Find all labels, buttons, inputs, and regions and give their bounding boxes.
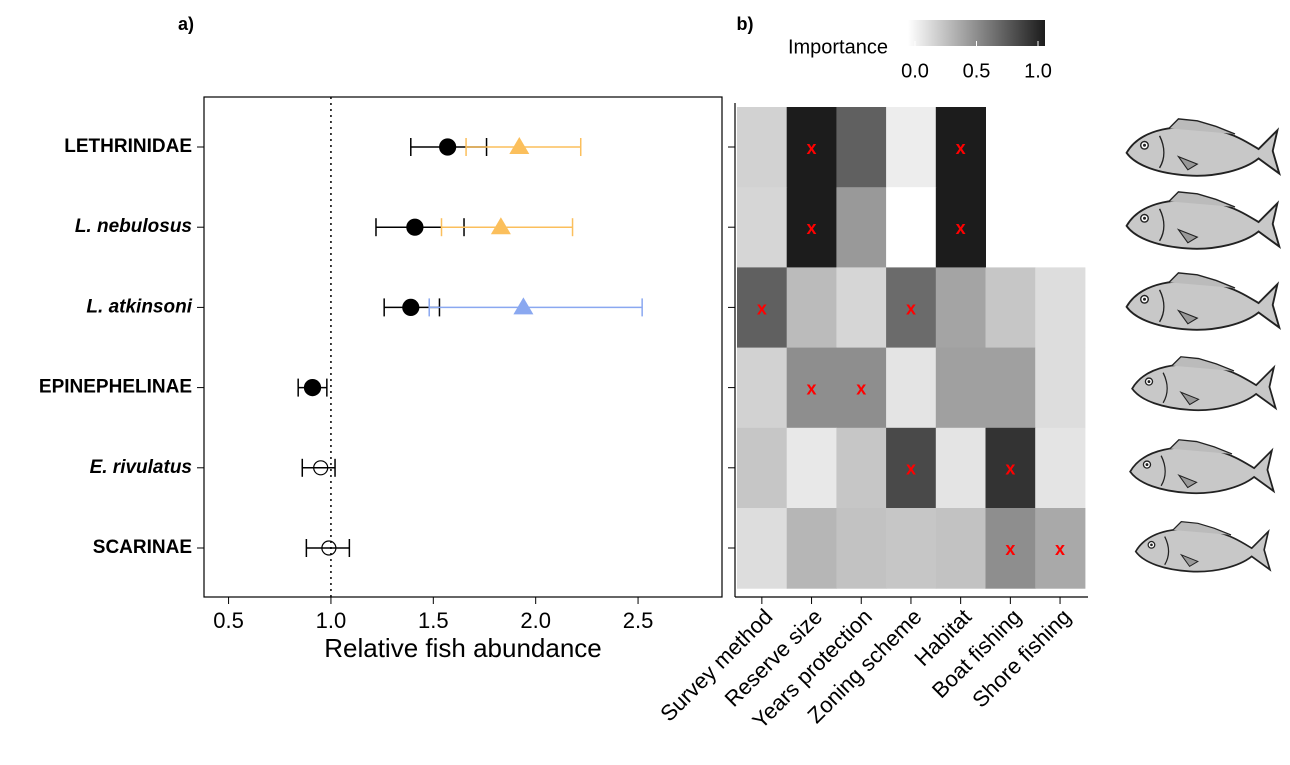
- heatmap-cell: [737, 347, 788, 429]
- y-tick-label: EPINEPHELINAE: [39, 377, 192, 398]
- heatmap-cell: [737, 107, 788, 188]
- heatmap-cell: [886, 107, 937, 188]
- significance-marker: x: [1005, 459, 1015, 479]
- significance-marker: x: [956, 218, 966, 238]
- fish-illustrations: [1125, 117, 1281, 573]
- error-bar: [301, 458, 336, 477]
- heatmap-cell: [886, 267, 937, 349]
- heatmap-cell: [836, 427, 887, 509]
- heatmap-cell: [836, 347, 887, 429]
- significance-marker: x: [1055, 539, 1065, 559]
- significance-marker: x: [956, 138, 966, 158]
- heatmap-cell: [737, 508, 788, 589]
- heatmap-cell: [935, 508, 986, 589]
- heatmap-cell: [935, 427, 986, 509]
- heatmap-cell: [886, 187, 937, 268]
- point: [402, 298, 420, 316]
- point: [509, 137, 530, 154]
- x-tick-label: 2.0: [520, 608, 551, 633]
- y-tick-label: SCARINAE: [93, 537, 192, 558]
- y-tick-label: L. nebulosus: [75, 216, 192, 237]
- colorbar-tick-label: 0.5: [963, 60, 991, 82]
- heatmap-cell: [985, 267, 1036, 349]
- panel-label: b): [737, 14, 754, 34]
- heatmap-cell: [935, 107, 986, 188]
- heatmap-cell: [836, 508, 887, 589]
- point: [490, 217, 511, 235]
- y-tick-label: LETHRINIDAE: [64, 136, 192, 157]
- heatmap-cell: [985, 508, 1036, 589]
- significance-marker: x: [856, 378, 866, 398]
- significance-marker: x: [906, 459, 916, 479]
- point: [313, 460, 329, 476]
- significance-marker: x: [807, 218, 817, 238]
- error-bar: [440, 218, 574, 237]
- significance-marker: x: [807, 378, 817, 398]
- heatmap-cell: [786, 508, 837, 589]
- heatmap-cell: [935, 347, 986, 429]
- heatmap-cell: [1035, 267, 1086, 349]
- significance-marker: x: [807, 138, 817, 158]
- colorbar-tick-label: 0.0: [901, 60, 929, 82]
- x-tick-label: 1.0: [316, 608, 347, 633]
- heatmap-cell: [935, 187, 986, 268]
- plot-frame: [203, 96, 723, 598]
- error-bar: [428, 298, 643, 317]
- heatmap-cell: [737, 267, 788, 349]
- x-tick-label: 0.5: [213, 608, 244, 633]
- point: [439, 138, 457, 156]
- heatmap-cell: [985, 427, 1036, 509]
- heatmap-cell: [935, 267, 986, 349]
- point: [303, 379, 322, 397]
- heatmap-cell: [737, 427, 788, 509]
- colorbar-title: Importance: [788, 36, 888, 58]
- y-tick-label: E. rivulatus: [90, 457, 192, 478]
- point: [321, 540, 337, 556]
- heatmap-cell: [786, 427, 837, 509]
- significance-marker: x: [906, 298, 916, 318]
- heatmap-cell: [836, 187, 887, 268]
- heatmap-cell: [1035, 508, 1086, 589]
- heatmap-cell: [786, 347, 837, 429]
- panel-label: a): [178, 14, 194, 34]
- x-tick-label: 2.5: [623, 608, 654, 633]
- heatmap-cell: [737, 187, 788, 268]
- heatmap-cell: [1035, 427, 1086, 509]
- heatmap-cell: [786, 267, 837, 349]
- heatmap-cell: [886, 508, 937, 589]
- significance-marker: x: [757, 298, 767, 318]
- error-bar: [305, 539, 351, 557]
- heatmap-cell: [1035, 347, 1086, 429]
- heatmap-cell: [886, 427, 937, 509]
- heatmap-cell: [836, 267, 887, 349]
- x-tick-label: 1.5: [418, 608, 449, 633]
- heatmap-cell: [886, 347, 937, 429]
- significance-marker: x: [1005, 539, 1015, 559]
- colorbar-tick-label: 1.0: [1024, 60, 1052, 82]
- heatmap-cell: [985, 347, 1036, 429]
- heatmap-cell: [786, 187, 837, 268]
- y-tick-label: L. atkinsoni: [86, 296, 192, 317]
- heatmap-cell: [836, 107, 887, 188]
- point: [406, 218, 424, 236]
- x-axis-title: Relative fish abundance: [324, 633, 602, 663]
- heatmap-cell: [786, 107, 837, 188]
- point: [513, 297, 534, 315]
